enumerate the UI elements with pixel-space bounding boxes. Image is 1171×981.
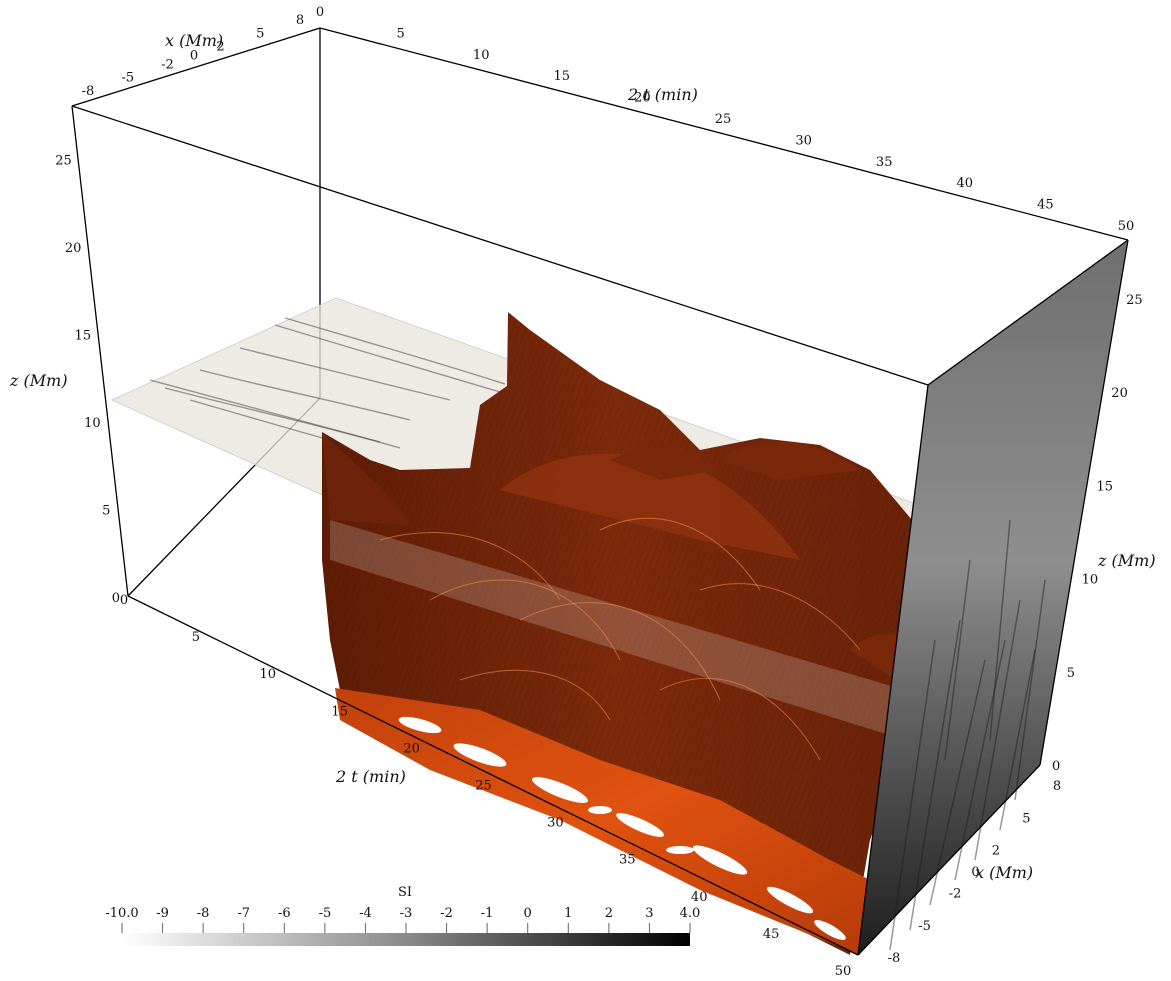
t-tick-front: 15: [331, 704, 348, 719]
x-tick-right: -5: [918, 919, 931, 934]
colorbar-tick-label: -2: [440, 906, 453, 921]
z-tick-left: 0: [112, 591, 120, 606]
t-axis-label-top: 2 t (min): [627, 85, 698, 104]
x-tick-top: -8: [82, 84, 95, 99]
t-tick-top: 50: [1118, 219, 1135, 234]
z-tick-right: 20: [1111, 386, 1128, 401]
t-tick-front: 45: [763, 927, 780, 942]
z-tick-right: 25: [1126, 293, 1143, 308]
t-tick-front: 25: [475, 779, 492, 794]
z-tick-right: 5: [1067, 666, 1075, 681]
colorbar-tick-label: 4.0: [680, 906, 701, 921]
x-tick-right: 2: [992, 844, 1000, 859]
t-tick-front: 20: [403, 741, 420, 756]
t-tick-front: 30: [547, 816, 564, 831]
t-tick-top: 45: [1037, 198, 1054, 213]
t-tick-front: 0: [120, 593, 128, 608]
x-tick-right: 5: [1022, 811, 1030, 826]
colorbar-tick-label: 1: [564, 906, 572, 921]
z-tick-left: 5: [102, 504, 110, 519]
colorbar-tick-label: -9: [156, 906, 169, 921]
colorbar-gradient: [122, 933, 690, 946]
t-tick-top: 30: [795, 133, 812, 148]
colorbar-title: SI: [398, 885, 412, 900]
colorbar-tick-label: -7: [237, 906, 250, 921]
t-tick-top: 25: [715, 112, 732, 127]
t-tick-top: 15: [554, 69, 571, 84]
colorbar-tick-label: 3: [645, 906, 653, 921]
z-axis-label-left: z (Mm): [9, 371, 68, 390]
z-tick-right: 10: [1082, 573, 1099, 588]
colorbar: SI -10.0 -9 -8 -7 -6 -5 -4 -3 -2 -1 0 1 2 3 4.0: [105, 885, 700, 946]
colorbar-tick-label: -1: [481, 906, 494, 921]
x-tick-top: 5: [256, 26, 264, 41]
colorbar-tick-label: -8: [197, 906, 210, 921]
x-tick-top: -2: [161, 57, 174, 72]
z-tick-right: 0: [1052, 759, 1060, 774]
t-tick-front: 50: [835, 964, 852, 979]
colorbar-tick-label: 0: [524, 906, 532, 921]
t-tick-front: 5: [192, 630, 200, 645]
box-front-edges: [71, 105, 1129, 956]
t-tick-top: 10: [473, 48, 490, 63]
t-tick-top: 20: [634, 91, 651, 106]
t-tick-top: 5: [396, 26, 404, 41]
t-tick-top: 35: [876, 155, 893, 170]
colorbar-tick-label: -3: [400, 906, 413, 921]
t-tick-top: 40: [957, 176, 974, 191]
z-tick-left: 25: [55, 154, 72, 169]
x-tick-top: 8: [296, 13, 304, 28]
x-tick-top: -5: [121, 71, 134, 86]
colorbar-tick-label: -6: [278, 906, 291, 921]
z-tick-left: 15: [75, 329, 92, 344]
t-tick-front: 35: [619, 853, 636, 868]
x-axis-label-right: x (Mm): [975, 863, 1033, 882]
t-axis-label-front: 2 t (min): [335, 767, 406, 786]
x-tick-top: 0: [190, 49, 198, 64]
x-tick-right: 0: [971, 865, 979, 880]
t-tick-top: 0: [316, 5, 324, 20]
colorbar-tick-label: -5: [319, 906, 332, 921]
x-tick-right: -8: [888, 951, 901, 966]
z-tick-right: 15: [1097, 479, 1114, 494]
x-tick-top: 2: [216, 40, 224, 55]
t-tick-front: 10: [260, 667, 277, 682]
colorbar-tick-label: -10.0: [105, 906, 138, 921]
colorbar-tick-label: -4: [359, 906, 372, 921]
x-axis-label-top: x (Mm): [165, 31, 223, 50]
right-face: [858, 240, 1128, 955]
t-tick-front: 40: [691, 890, 708, 905]
z-tick-left: 10: [84, 416, 101, 431]
x-tick-right: -2: [949, 887, 962, 902]
volume-surface: [322, 312, 912, 955]
z-tick-left: 20: [65, 241, 82, 256]
z-axis-label-right: z (Mm): [1097, 551, 1156, 570]
colorbar-tick-label: 2: [605, 906, 613, 921]
x-tick-right: 8: [1053, 779, 1061, 794]
